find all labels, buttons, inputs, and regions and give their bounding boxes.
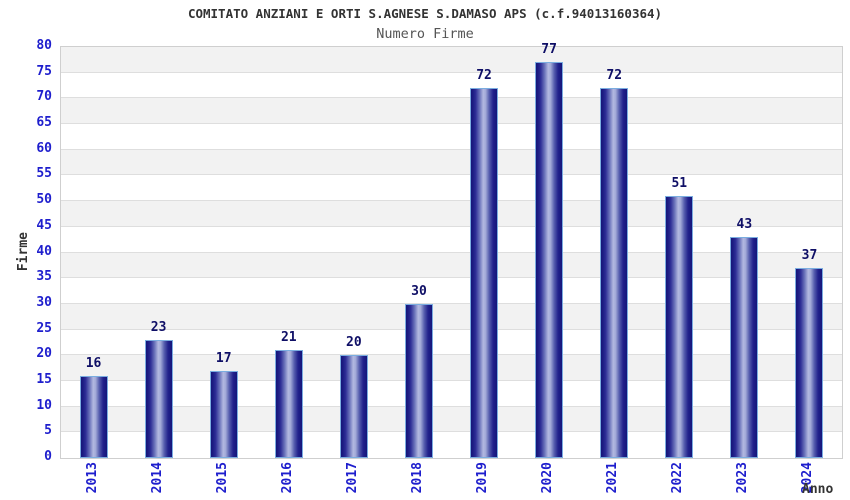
x-tick-label: 2017 xyxy=(344,462,360,494)
gridline xyxy=(61,302,842,304)
bar-value-label: 51 xyxy=(671,176,688,191)
x-tick-label: 2023 xyxy=(735,462,751,494)
x-axis-tick-labels: 2013 2014 2015 2016 2017 2018 2019 2020 2021 2022… xyxy=(60,462,841,500)
x-tick-label: 2019 xyxy=(475,462,491,494)
bar-2015 xyxy=(209,370,238,458)
y-tick-label: 65 xyxy=(36,115,52,131)
grid-band xyxy=(61,98,842,125)
gridline xyxy=(61,148,842,150)
grid-band xyxy=(61,201,842,227)
gridline xyxy=(61,405,842,407)
x-tick-label: 2013 xyxy=(84,462,100,494)
bar-value-label: 37 xyxy=(801,247,818,263)
x-axis-title: Anno xyxy=(802,482,834,497)
chart-title: COMITATO ANZIANI E ORTI S.AGNESE S.DAMAS… xyxy=(187,6,663,21)
bar-value-label: 72 xyxy=(606,68,623,84)
bar-2017 xyxy=(339,355,368,458)
gridline xyxy=(61,97,842,99)
gridline xyxy=(61,71,842,73)
bar-2018 xyxy=(404,303,433,458)
y-tick-label: 10 xyxy=(36,397,52,413)
bar-value-label: 21 xyxy=(280,330,297,346)
gridline xyxy=(61,328,842,330)
y-tick-label: 80 xyxy=(36,38,52,53)
bar-value-label: 16 xyxy=(85,355,102,371)
x-tick-label: 2014 xyxy=(149,462,165,494)
bar-value-label: 30 xyxy=(411,283,427,299)
bar-2021 xyxy=(600,88,629,458)
gridline xyxy=(61,431,842,433)
x-tick-label: 2021 xyxy=(605,462,621,494)
bar-2016 xyxy=(274,350,303,458)
y-tick-label: 55 xyxy=(36,166,52,182)
bar-value-label: 72 xyxy=(476,68,492,84)
bar-2019 xyxy=(470,88,499,458)
grid-band xyxy=(61,303,842,330)
grid-band xyxy=(61,47,842,73)
bar-value-label: 17 xyxy=(215,350,232,366)
bar-2020 xyxy=(535,62,564,458)
grid-band xyxy=(61,149,842,176)
bar-2013 xyxy=(79,375,108,458)
x-tick-label: 2015 xyxy=(214,462,230,494)
bar-value-label: 23 xyxy=(150,319,167,335)
y-tick-label: 60 xyxy=(36,140,52,156)
y-tick-label: 5 xyxy=(44,423,52,439)
gridline xyxy=(61,225,842,227)
y-tick-label: 40 xyxy=(36,243,52,259)
y-tick-label: 45 xyxy=(36,217,52,233)
chart-subtitle: Numero Firme xyxy=(376,26,474,42)
grid-band xyxy=(61,355,842,381)
gridline xyxy=(61,174,842,176)
bar-value-label: 20 xyxy=(346,335,362,351)
y-tick-label: 70 xyxy=(36,89,52,105)
y-tick-label: 0 xyxy=(44,449,52,464)
grid-band xyxy=(61,406,842,433)
bar-value-label: 43 xyxy=(736,217,753,233)
gridline xyxy=(61,379,842,381)
y-tick-label: 35 xyxy=(36,269,52,285)
y-tick-label: 20 xyxy=(36,346,52,362)
bar-2023 xyxy=(730,237,759,458)
x-tick-label: 2020 xyxy=(540,462,556,494)
bar-2022 xyxy=(665,196,694,458)
gridline xyxy=(61,354,842,356)
y-tick-label: 15 xyxy=(36,371,52,387)
x-tick-label: 2016 xyxy=(279,462,295,494)
y-tick-label: 25 xyxy=(36,320,52,336)
bar-value-label: 77 xyxy=(541,42,557,58)
y-tick-label: 50 xyxy=(36,192,52,208)
gridline xyxy=(61,123,842,125)
plot-area: 16 23 17 21 20 30 72 77 72 51 43 37 xyxy=(60,42,843,459)
y-tick-label: 30 xyxy=(36,294,52,310)
gridline xyxy=(61,251,842,253)
x-tick-label: 2018 xyxy=(409,462,425,494)
bar-2014 xyxy=(144,339,173,458)
gridline xyxy=(61,277,842,279)
y-tick-label: 75 xyxy=(36,63,52,79)
bar-2024 xyxy=(795,267,824,458)
gridline xyxy=(61,200,842,202)
x-tick-label: 2022 xyxy=(670,462,686,494)
grid-band xyxy=(61,252,842,279)
